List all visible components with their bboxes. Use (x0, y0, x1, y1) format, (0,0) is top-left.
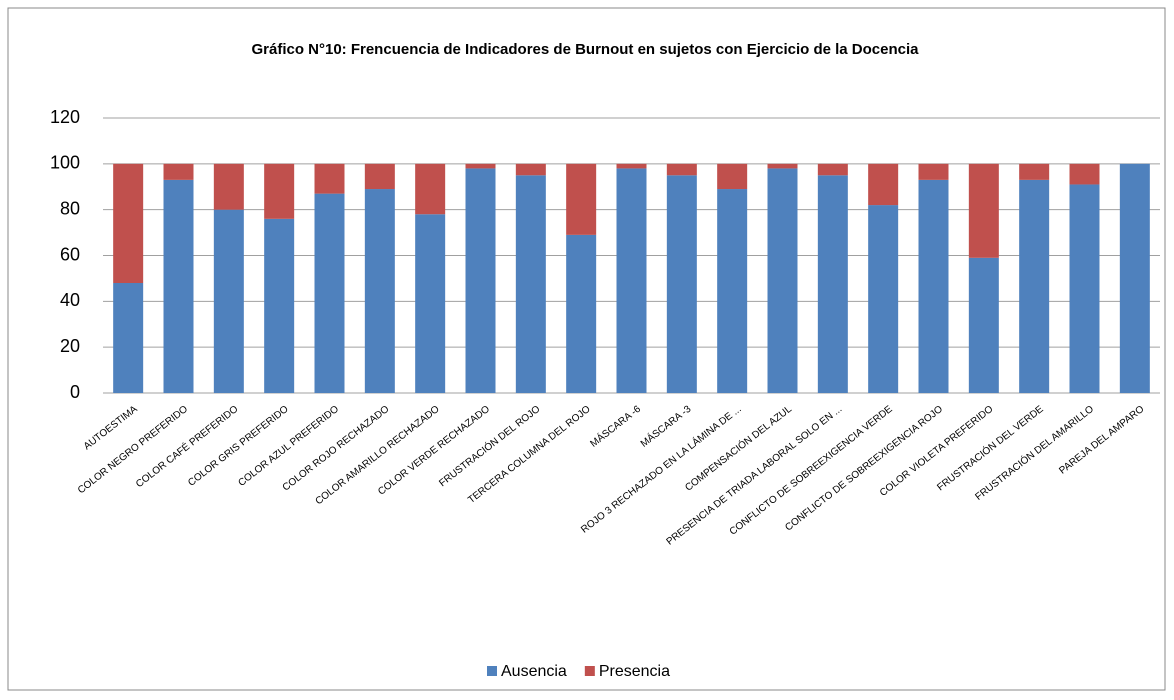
bar-segment (717, 163, 748, 190)
bar-segment (666, 163, 697, 176)
x-tick-label: COLOR AZUL PREFERIDO (236, 404, 341, 489)
bar-segment (767, 163, 798, 169)
x-tick-label: COLOR CAFÉ PREFERIDO (133, 402, 241, 490)
x-tick-label: MÁSCARA -6 (587, 402, 643, 450)
bar-segment (264, 218, 295, 393)
y-tick-label: 40 (60, 290, 80, 310)
bar-segment (515, 163, 546, 176)
bar-segment (918, 179, 949, 393)
x-tick-label: PAREJA DEL AMPARO (1057, 404, 1146, 477)
bar-segment (767, 168, 798, 393)
bar-segment (163, 179, 194, 393)
bar-segment (868, 163, 899, 206)
chart-title: Gráfico N°10: Frencuencia de Indicadores… (251, 41, 919, 58)
bar-segment (113, 283, 144, 393)
bar-segment (163, 163, 194, 180)
y-tick-label: 0 (70, 382, 80, 402)
bar-segment (968, 163, 999, 258)
bar-segment (465, 163, 496, 169)
y-tick-label: 100 (50, 153, 80, 173)
bar-segment (817, 163, 848, 176)
bar-segment (1019, 179, 1050, 393)
bar-segment (968, 257, 999, 393)
bar-segment (364, 189, 395, 393)
bar-segment (666, 175, 697, 393)
bar-segment (616, 163, 647, 169)
bar-segment (465, 168, 496, 393)
bar-segment (314, 193, 345, 393)
x-tick-label: FRUSTRACIÓN DEL ROJO (436, 402, 542, 489)
y-tick-label: 20 (60, 336, 80, 356)
legend-swatch (584, 666, 595, 676)
bar-segment (918, 163, 949, 180)
y-tick-label: 60 (60, 244, 80, 264)
bar-segment (1069, 184, 1100, 393)
legend-label: Presencia (599, 663, 670, 680)
bar-segment (566, 163, 597, 235)
bar-segment (113, 163, 144, 283)
bar-segment (515, 175, 546, 393)
x-tick-label: MÁSCARA -3 (638, 402, 694, 450)
bar-segment (364, 163, 395, 190)
bar-segment (213, 163, 244, 210)
bar-segment (817, 175, 848, 393)
bar-segment (415, 163, 446, 215)
bar-segment (1119, 163, 1150, 393)
bar-segment (616, 168, 647, 393)
bar-segment (717, 189, 748, 393)
bar-segment (1019, 163, 1050, 180)
legend-label: Ausencia (501, 663, 567, 680)
chart-border (7, 7, 1166, 691)
bar-segment (415, 214, 446, 393)
bar-segment (566, 234, 597, 393)
y-tick-label: 120 (50, 107, 80, 127)
bar-segment (264, 163, 295, 219)
legend-swatch (487, 666, 497, 676)
y-tick-label: 80 (60, 198, 80, 218)
x-tick-label: PRESENCIA DE TRIADA LABORAL SOLO EN ... (665, 404, 845, 548)
bar-segment (1069, 163, 1100, 185)
x-tick-label: COLOR GRIS PREFERIDO (186, 404, 291, 489)
bar-segment (213, 209, 244, 393)
bar-segment (314, 163, 345, 194)
bar-segment (868, 205, 899, 393)
